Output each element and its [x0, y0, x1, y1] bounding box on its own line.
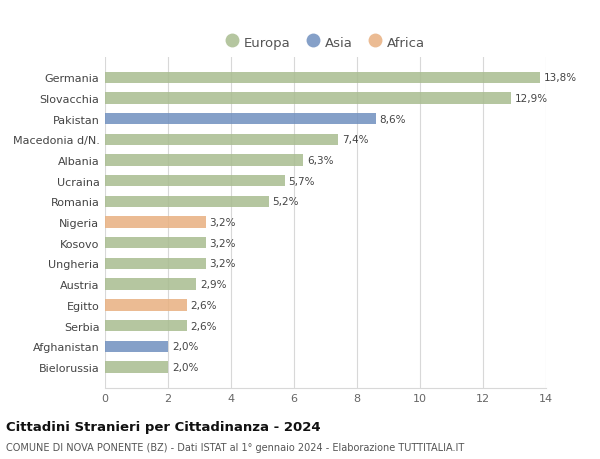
Text: 3,2%: 3,2% — [209, 259, 236, 269]
Legend: Europa, Asia, Africa: Europa, Asia, Africa — [220, 31, 431, 55]
Text: 3,2%: 3,2% — [209, 238, 236, 248]
Bar — [105, 196, 269, 207]
Bar — [105, 258, 206, 269]
Text: 2,6%: 2,6% — [191, 300, 217, 310]
Text: 6,3%: 6,3% — [307, 156, 334, 166]
Bar — [105, 93, 511, 104]
Bar — [105, 300, 187, 311]
Text: 5,2%: 5,2% — [272, 197, 299, 207]
Text: 7,4%: 7,4% — [342, 135, 368, 145]
Bar — [105, 217, 206, 228]
Bar — [105, 362, 168, 373]
Text: 8,6%: 8,6% — [380, 114, 406, 124]
Bar — [105, 73, 540, 84]
Bar — [105, 279, 196, 290]
Text: 2,9%: 2,9% — [200, 280, 227, 290]
Text: Cittadini Stranieri per Cittadinanza - 2024: Cittadini Stranieri per Cittadinanza - 2… — [6, 420, 320, 433]
Text: 2,6%: 2,6% — [191, 321, 217, 331]
Bar — [105, 341, 168, 352]
Bar — [105, 134, 338, 146]
Bar — [105, 176, 284, 187]
Text: COMUNE DI NOVA PONENTE (BZ) - Dati ISTAT al 1° gennaio 2024 - Elaborazione TUTTI: COMUNE DI NOVA PONENTE (BZ) - Dati ISTAT… — [6, 442, 464, 453]
Text: 12,9%: 12,9% — [515, 94, 548, 104]
Bar — [105, 114, 376, 125]
Bar — [105, 238, 206, 249]
Bar — [105, 320, 187, 331]
Text: 5,7%: 5,7% — [289, 176, 315, 186]
Text: 13,8%: 13,8% — [544, 73, 577, 83]
Text: 3,2%: 3,2% — [209, 218, 236, 228]
Bar — [105, 155, 304, 166]
Text: 2,0%: 2,0% — [172, 362, 198, 372]
Text: 2,0%: 2,0% — [172, 341, 198, 352]
